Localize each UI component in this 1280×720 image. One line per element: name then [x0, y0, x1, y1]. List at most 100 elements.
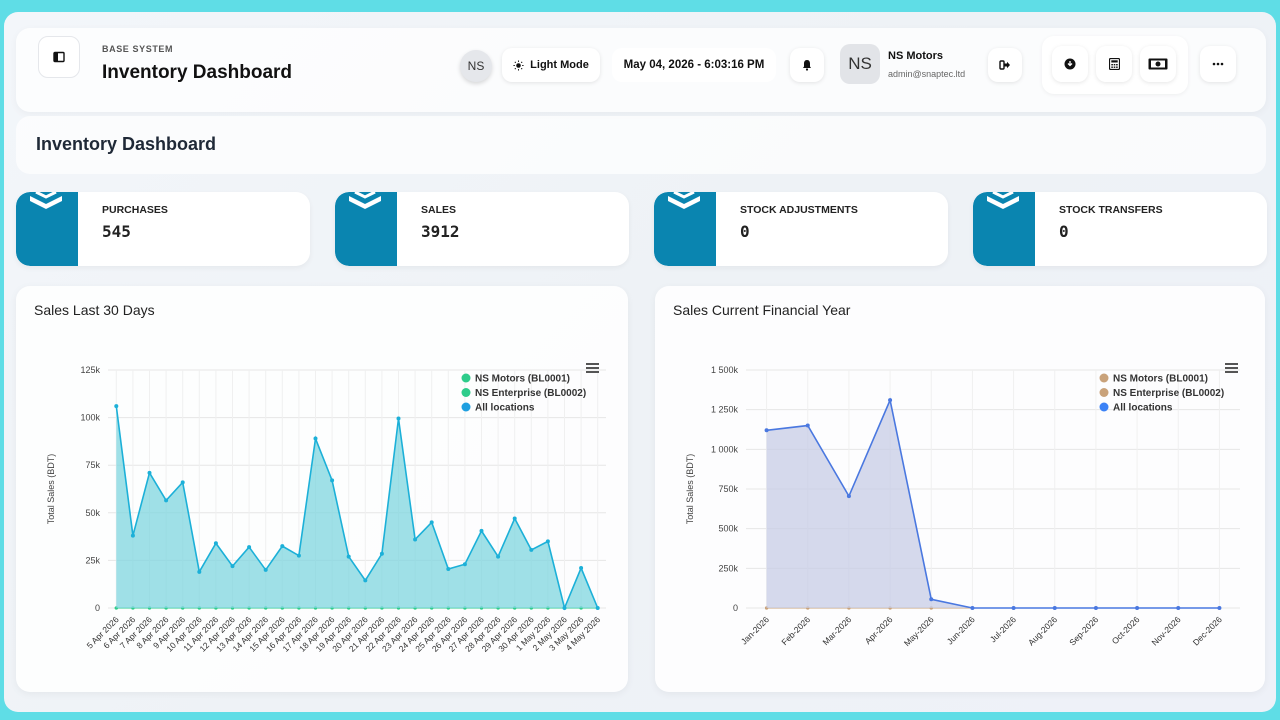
x-tick-label: Mar-2026 [821, 614, 854, 647]
x-tick-label: Jun-2026 [945, 614, 977, 646]
data-point [805, 423, 810, 428]
x-tick-label: Apr-2026 [863, 614, 895, 646]
legend-label[interactable]: NS Enterprise (BL0002) [475, 388, 586, 399]
legend-label[interactable]: All locations [475, 403, 535, 414]
logout-icon [999, 60, 1010, 70]
data-point [479, 528, 484, 533]
chart-sales-last-30-days: Sales Last 30 Days 0 25k 50k 75k 100k 125k Tot… [16, 286, 628, 692]
data-point [247, 545, 252, 550]
data-point [1011, 606, 1016, 610]
y-tick-label: 250k [718, 563, 738, 573]
series-line [115, 406, 599, 611]
legend-marker [461, 388, 471, 397]
chart-title: Sales Current Financial Year [673, 302, 851, 318]
chart-menu-icon[interactable] [586, 363, 599, 373]
user-email: admin@snaptec.ltd [888, 69, 966, 79]
y-tick-label: 0 [95, 603, 100, 613]
bell-icon [803, 60, 811, 71]
legend-label[interactable]: All locations [1113, 403, 1173, 414]
chevron-down-icon [987, 192, 1019, 209]
chart-sales-financial-year: Sales Current Financial Year 0 250k 500k 75… [655, 286, 1265, 692]
user-name: NS Motors [888, 50, 943, 62]
x-tick-label: Dec-2026 [1191, 614, 1224, 647]
light-mode-toggle[interactable]: Light Mode [502, 48, 600, 82]
data-point [579, 566, 584, 571]
legend-marker [461, 373, 471, 383]
data-point [164, 498, 169, 503]
data-point [346, 554, 351, 559]
stat-icon-block [973, 192, 1035, 266]
data-point [429, 520, 434, 525]
legend-marker [1099, 402, 1109, 412]
y-axis-label: Total Sales (BDT) [685, 454, 695, 525]
stat-card-stock-adjustments[interactable]: STOCK ADJUSTMENTS 0 [654, 192, 948, 266]
data-point [396, 416, 401, 421]
x-tick-label: Oct-2026 [1110, 614, 1142, 646]
stat-label: SALES [421, 204, 457, 216]
data-point [1093, 606, 1098, 610]
data-point [529, 547, 534, 552]
x-tick-label: Nov-2026 [1150, 614, 1183, 647]
download-icon [1064, 58, 1076, 70]
stat-value: 0 [1059, 222, 1069, 241]
y-tick-label: 125k [80, 365, 100, 375]
legend-label[interactable]: NS Enterprise (BL0002) [1113, 388, 1224, 399]
datetime-display: May 04, 2026 - 6:03:16 PM [612, 48, 776, 82]
legend-label[interactable]: NS Motors (BL0001) [1113, 374, 1208, 385]
data-point [330, 478, 335, 483]
data-point [496, 554, 501, 559]
x-tick-label: Aug-2026 [1026, 614, 1059, 647]
notifications-button[interactable] [790, 48, 824, 82]
stat-label: STOCK ADJUSTMENTS [740, 204, 858, 216]
app-frame: BASE SYSTEM Inventory Dashboard NS Light… [4, 12, 1276, 712]
download-button[interactable] [1052, 46, 1088, 82]
chevron-down-icon [30, 192, 62, 209]
data-point [296, 553, 301, 558]
stat-card-stock-transfers[interactable]: STOCK TRANSFERS 0 [973, 192, 1267, 266]
more-options-button[interactable] [1200, 46, 1236, 82]
calculator-button[interactable] [1096, 46, 1132, 82]
ellipsis-icon [1212, 62, 1224, 66]
avatar[interactable]: NS [840, 44, 880, 84]
calculator-icon [1108, 58, 1120, 70]
sun-icon [513, 59, 524, 71]
data-point [263, 567, 268, 572]
stat-icon-block [16, 192, 78, 266]
legend-marker [461, 402, 471, 412]
logout-button[interactable] [988, 48, 1022, 82]
data-point [512, 516, 517, 521]
legend-label[interactable]: NS Motors (BL0001) [475, 374, 570, 385]
stat-card-sales[interactable]: SALES 3912 [335, 192, 629, 266]
stat-card-purchases[interactable]: PURCHASES 545 [16, 192, 310, 266]
stat-label: STOCK TRANSFERS [1059, 204, 1163, 216]
data-point [379, 551, 384, 556]
data-point [1052, 606, 1057, 610]
data-point [562, 606, 567, 610]
chart-title: Sales Last 30 Days [34, 302, 155, 318]
y-tick-label: 50k [85, 508, 100, 518]
data-point [280, 544, 285, 549]
data-point [147, 470, 152, 475]
sidebar-icon [53, 51, 65, 63]
page-header: Inventory Dashboard [16, 116, 1266, 174]
ns-chip[interactable]: NS [460, 50, 492, 82]
chart-menu-icon[interactable] [1225, 363, 1238, 373]
x-tick-label: Feb-2026 [779, 614, 812, 647]
y-tick-label: 1 500k [711, 365, 739, 375]
stat-value: 0 [740, 222, 750, 241]
data-point [888, 398, 893, 403]
data-point [595, 606, 600, 610]
y-tick-label: 1 250k [711, 405, 739, 415]
legend-marker [1099, 373, 1109, 383]
data-point [313, 436, 318, 441]
sidebar-toggle-button[interactable] [38, 36, 80, 78]
data-point [1176, 606, 1181, 610]
data-point [230, 564, 235, 569]
x-tick-label: Jul-2026 [988, 614, 1018, 644]
page-title: Inventory Dashboard [36, 134, 217, 154]
cash-button[interactable] [1140, 46, 1176, 82]
x-tick-label: May-2026 [902, 614, 936, 648]
x-tick-label: Sep-2026 [1067, 614, 1100, 647]
y-tick-label: 1 000k [711, 444, 739, 454]
